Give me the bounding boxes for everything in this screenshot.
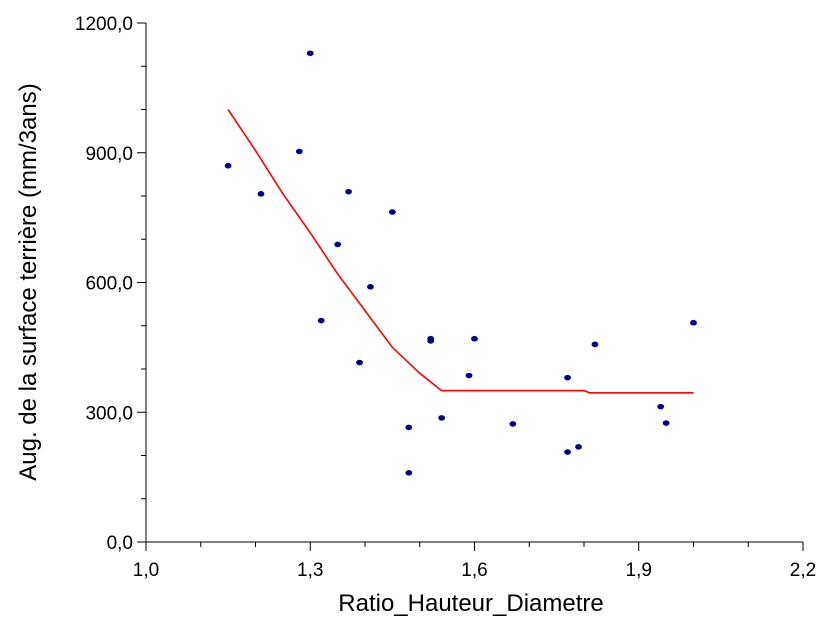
data-point [367,284,374,290]
data-point [438,415,446,421]
data-point [257,191,265,197]
data-point [356,359,363,366]
data-point [405,424,413,431]
fit-line [227,109,694,394]
y-tick-label: 0,0 [107,533,133,554]
x-tick-label: 1,9 [626,560,652,581]
data-point [564,374,571,381]
y-tick-label: 1200,0 [75,14,133,35]
x-axis-title: Ratio_Hauteur_Diametre [338,590,603,617]
data-point [306,50,314,57]
data-point [591,341,599,348]
data-point [224,162,232,169]
data-point [345,188,352,195]
data-point [690,319,697,326]
x-tick-label: 1,0 [133,560,159,581]
data-point [465,372,473,379]
data-point [471,335,478,342]
y-tick-label: 600,0 [85,274,133,295]
data-point [388,209,396,215]
data-point [662,420,670,426]
y-tick-label: 300,0 [85,403,133,424]
data-point [317,317,325,324]
data-point [575,444,582,450]
data-point [405,470,413,476]
data-point [657,403,665,410]
data-point [509,421,517,427]
x-tick-label: 1,6 [461,560,487,581]
axes-layer: 1,0 1,3 1,6 1,9 2,2 0,0 300,0 600,0 900,0 1200,0 [75,14,816,581]
data-layer [224,50,697,476]
x-tick-label: 1,3 [297,560,323,581]
data-point [295,148,303,155]
y-tick-label: 900,0 [85,144,133,165]
data-point [334,241,342,248]
y-axis-title: Aug. de la surface terrière (mm/3ans) [15,83,42,481]
data-point [564,449,571,455]
x-tick-label: 2,2 [790,560,816,581]
data-point [427,335,435,342]
